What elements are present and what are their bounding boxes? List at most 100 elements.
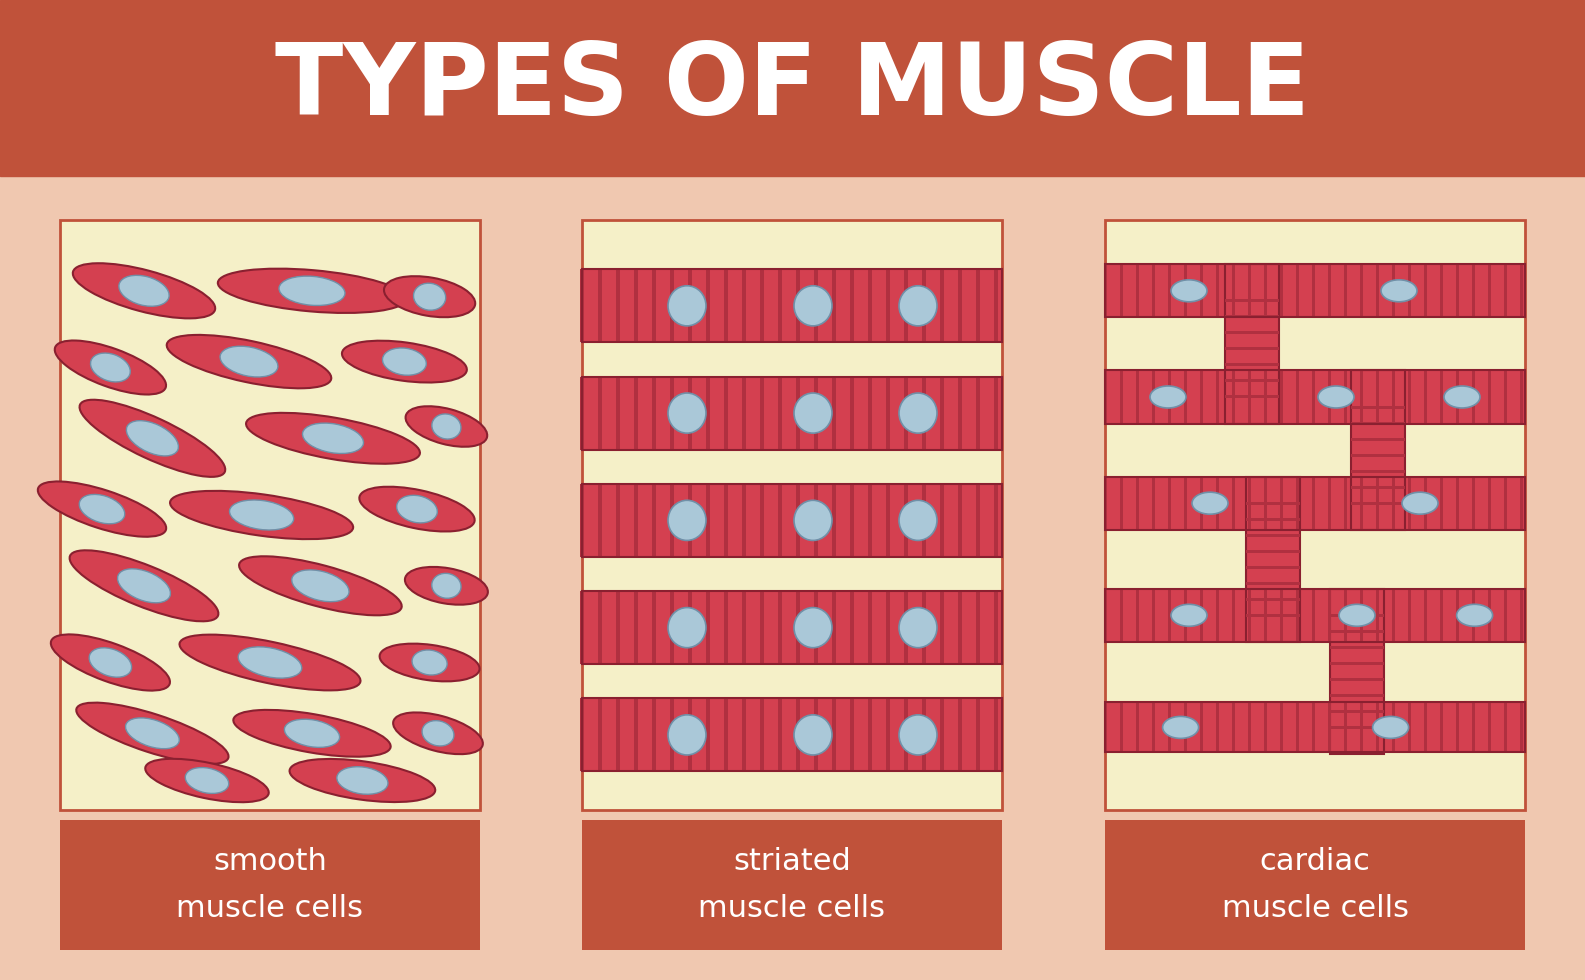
Ellipse shape bbox=[794, 714, 832, 755]
Bar bbox=[1246, 502, 1300, 505]
Bar bbox=[850, 376, 854, 450]
Bar bbox=[651, 484, 656, 557]
Bar bbox=[1295, 589, 1298, 642]
Bar bbox=[976, 270, 980, 342]
Bar bbox=[1455, 265, 1458, 318]
Bar bbox=[1392, 265, 1395, 318]
Bar bbox=[1263, 476, 1266, 530]
Bar bbox=[724, 376, 728, 450]
Bar bbox=[1247, 265, 1251, 318]
Bar bbox=[976, 484, 980, 557]
Ellipse shape bbox=[1192, 492, 1228, 514]
Bar bbox=[850, 270, 854, 342]
Bar bbox=[1119, 703, 1122, 753]
Ellipse shape bbox=[125, 718, 179, 749]
Bar bbox=[1360, 703, 1363, 753]
Bar bbox=[1423, 703, 1426, 753]
Bar bbox=[1330, 662, 1384, 664]
Bar bbox=[1328, 265, 1330, 318]
Bar bbox=[886, 376, 891, 450]
Ellipse shape bbox=[90, 353, 130, 382]
Bar bbox=[1246, 565, 1300, 568]
Bar bbox=[1504, 589, 1506, 642]
Bar bbox=[1246, 517, 1300, 520]
Ellipse shape bbox=[55, 340, 166, 395]
Bar bbox=[1504, 476, 1506, 530]
Ellipse shape bbox=[76, 703, 228, 764]
Bar bbox=[778, 376, 781, 450]
Bar bbox=[1200, 476, 1203, 530]
Ellipse shape bbox=[360, 487, 474, 531]
Bar bbox=[1471, 589, 1474, 642]
Bar bbox=[1232, 589, 1235, 642]
Bar bbox=[976, 376, 980, 450]
Bar bbox=[1487, 370, 1490, 423]
Ellipse shape bbox=[338, 766, 388, 794]
Ellipse shape bbox=[79, 400, 225, 477]
Bar bbox=[796, 591, 800, 664]
Bar bbox=[1232, 476, 1235, 530]
Bar bbox=[1151, 265, 1154, 318]
Bar bbox=[1200, 265, 1203, 318]
Bar bbox=[634, 699, 639, 771]
Bar bbox=[1407, 265, 1411, 318]
Bar bbox=[796, 484, 800, 557]
Text: smooth
muscle cells: smooth muscle cells bbox=[176, 847, 363, 923]
Bar bbox=[796, 270, 800, 342]
Bar bbox=[1279, 703, 1282, 753]
Bar bbox=[1119, 265, 1122, 318]
Bar bbox=[850, 484, 854, 557]
Bar bbox=[1135, 703, 1138, 753]
Bar bbox=[1352, 370, 1404, 530]
Bar bbox=[940, 699, 945, 771]
Bar bbox=[1263, 703, 1266, 753]
Ellipse shape bbox=[899, 501, 937, 540]
Bar bbox=[598, 270, 602, 342]
Bar bbox=[1455, 370, 1458, 423]
Bar bbox=[1216, 703, 1219, 753]
Bar bbox=[634, 376, 639, 450]
Bar bbox=[759, 484, 764, 557]
Bar bbox=[582, 270, 1002, 342]
Bar bbox=[1330, 710, 1384, 712]
Bar bbox=[1407, 589, 1411, 642]
Bar bbox=[1135, 476, 1138, 530]
Bar bbox=[582, 699, 1002, 771]
Ellipse shape bbox=[179, 635, 360, 690]
Bar bbox=[1103, 370, 1106, 423]
Bar bbox=[957, 270, 962, 342]
Bar bbox=[1225, 331, 1279, 334]
Bar bbox=[1423, 476, 1426, 530]
Bar bbox=[850, 699, 854, 771]
Bar bbox=[670, 270, 674, 342]
Ellipse shape bbox=[667, 393, 705, 433]
Bar bbox=[957, 699, 962, 771]
Bar bbox=[582, 591, 1002, 664]
Bar bbox=[705, 699, 710, 771]
Ellipse shape bbox=[290, 759, 436, 802]
Bar bbox=[670, 699, 674, 771]
Bar bbox=[832, 699, 835, 771]
Bar bbox=[922, 699, 926, 771]
Bar bbox=[957, 376, 962, 450]
Ellipse shape bbox=[431, 414, 461, 439]
Bar bbox=[1246, 476, 1300, 642]
Bar bbox=[1151, 476, 1154, 530]
Bar bbox=[1184, 589, 1187, 642]
Ellipse shape bbox=[899, 286, 937, 326]
Ellipse shape bbox=[89, 648, 132, 677]
Bar bbox=[634, 270, 639, 342]
Bar bbox=[580, 376, 583, 450]
Bar bbox=[1105, 220, 1525, 810]
Bar bbox=[742, 484, 747, 557]
Bar bbox=[1247, 370, 1251, 423]
Bar bbox=[651, 699, 656, 771]
Bar bbox=[759, 376, 764, 450]
FancyBboxPatch shape bbox=[60, 820, 480, 950]
Bar bbox=[617, 484, 620, 557]
Ellipse shape bbox=[303, 423, 363, 454]
Bar bbox=[1295, 370, 1298, 423]
Bar bbox=[688, 484, 693, 557]
Bar bbox=[1520, 370, 1523, 423]
Bar bbox=[832, 484, 835, 557]
